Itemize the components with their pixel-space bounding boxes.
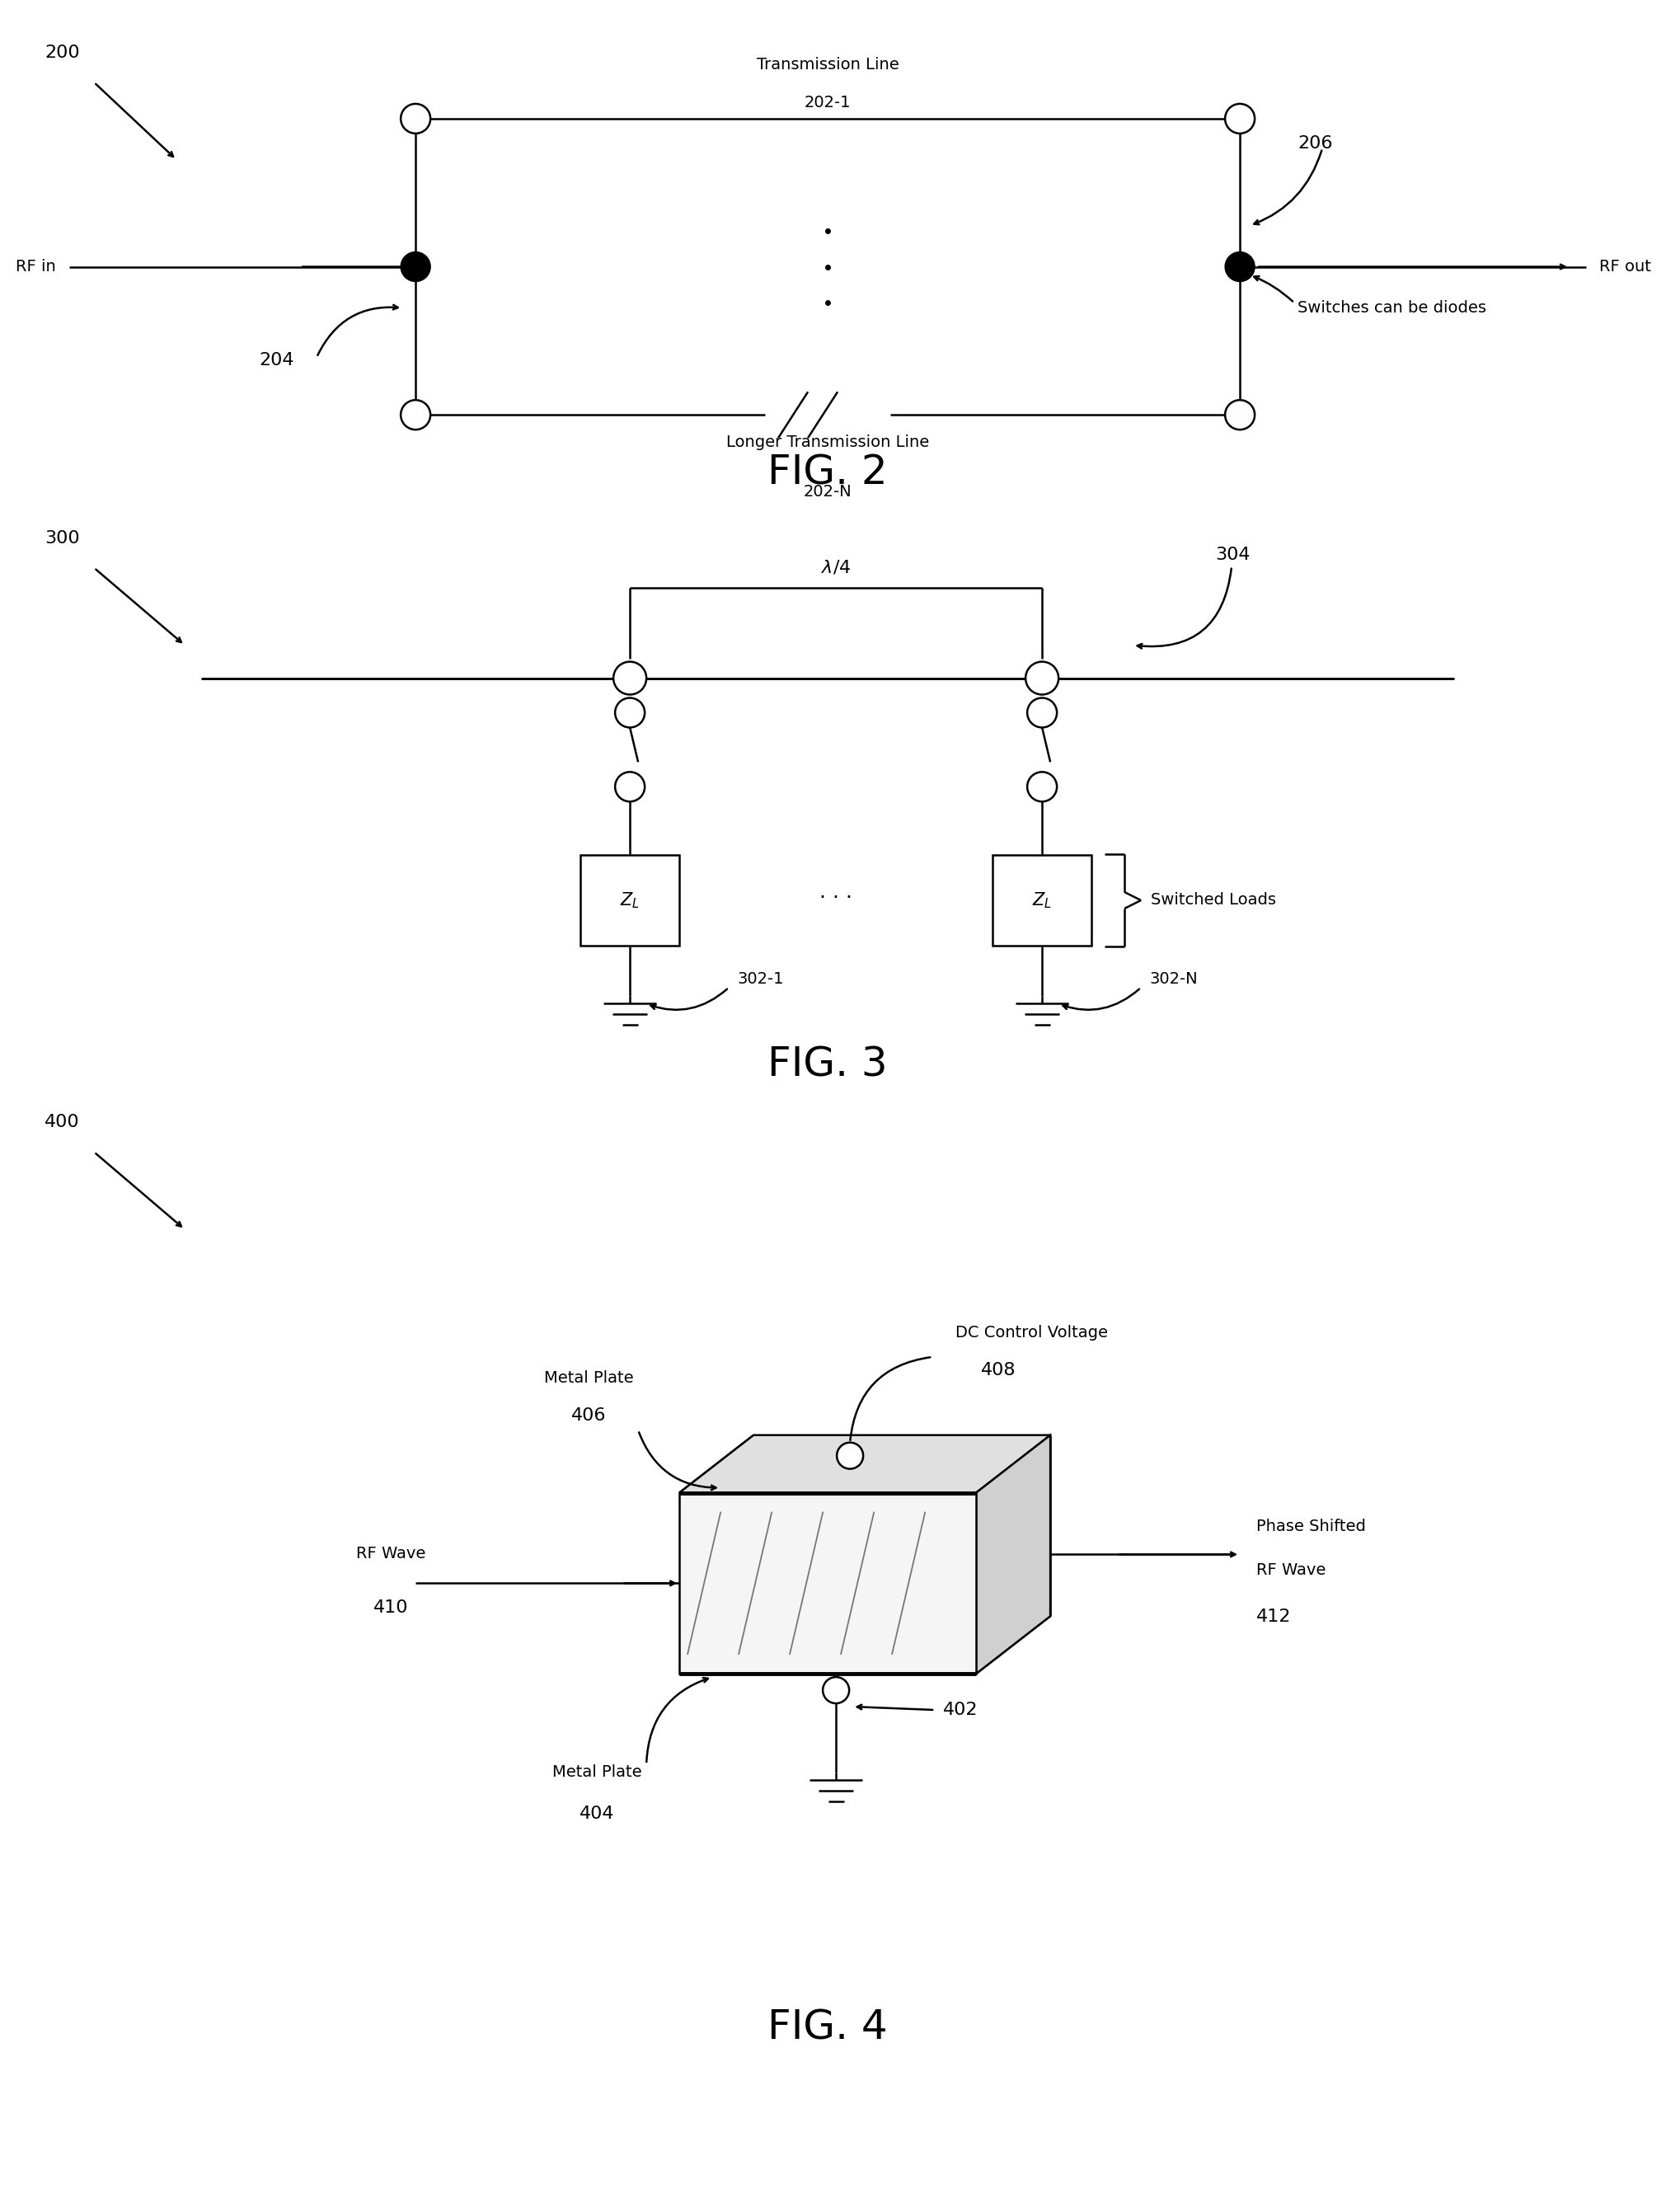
Circle shape bbox=[1225, 252, 1254, 281]
Text: 200: 200 bbox=[45, 44, 80, 62]
Text: 304: 304 bbox=[1215, 546, 1250, 564]
Text: 302-1: 302-1 bbox=[736, 971, 783, 987]
Text: 302-N: 302-N bbox=[1150, 971, 1198, 987]
Text: FIG. 3: FIG. 3 bbox=[768, 1044, 888, 1084]
Text: Metal Plate: Metal Plate bbox=[543, 1369, 633, 1385]
Text: $Z_L$: $Z_L$ bbox=[620, 891, 640, 909]
Circle shape bbox=[615, 699, 645, 728]
Circle shape bbox=[823, 1677, 850, 1703]
Circle shape bbox=[402, 252, 430, 281]
Text: 404: 404 bbox=[580, 1805, 615, 1823]
Text: 202-1: 202-1 bbox=[805, 95, 851, 111]
Text: Phase Shifted: Phase Shifted bbox=[1256, 1520, 1366, 1535]
Bar bbox=[580, 856, 680, 945]
Text: FIG. 4: FIG. 4 bbox=[768, 2008, 888, 2048]
Text: Longer Transmission Line: Longer Transmission Line bbox=[726, 434, 930, 451]
Text: 400: 400 bbox=[45, 1115, 80, 1130]
Text: Switches can be diodes: Switches can be diodes bbox=[1298, 301, 1486, 316]
Text: 202-N: 202-N bbox=[803, 484, 851, 500]
Circle shape bbox=[1028, 699, 1056, 728]
Text: DC Control Voltage: DC Control Voltage bbox=[955, 1325, 1108, 1340]
Polygon shape bbox=[680, 1436, 1050, 1493]
Bar bbox=[680, 1493, 976, 1674]
Circle shape bbox=[836, 1442, 863, 1469]
Text: 412: 412 bbox=[1256, 1608, 1291, 1626]
Text: RF in: RF in bbox=[17, 259, 57, 274]
Circle shape bbox=[402, 400, 430, 429]
Text: 204: 204 bbox=[258, 352, 293, 369]
Circle shape bbox=[613, 661, 646, 695]
Text: . . .: . . . bbox=[820, 883, 853, 902]
Text: RF out: RF out bbox=[1599, 259, 1651, 274]
Text: Metal Plate: Metal Plate bbox=[551, 1765, 641, 1781]
Text: 410: 410 bbox=[373, 1599, 408, 1617]
Circle shape bbox=[1225, 400, 1254, 429]
Polygon shape bbox=[976, 1436, 1050, 1674]
Text: 402: 402 bbox=[943, 1701, 978, 1719]
Text: $Z_L$: $Z_L$ bbox=[1033, 891, 1051, 909]
Text: Transmission Line: Transmission Line bbox=[756, 58, 900, 73]
Circle shape bbox=[1028, 772, 1056, 801]
Circle shape bbox=[402, 104, 430, 133]
Text: 206: 206 bbox=[1298, 135, 1333, 153]
Text: RF Wave: RF Wave bbox=[357, 1546, 425, 1562]
Text: Switched Loads: Switched Loads bbox=[1151, 891, 1276, 909]
Text: 408: 408 bbox=[981, 1363, 1016, 1378]
Text: 300: 300 bbox=[45, 531, 80, 546]
Circle shape bbox=[1225, 104, 1254, 133]
Text: $\lambda$/4: $\lambda$/4 bbox=[821, 560, 851, 575]
Circle shape bbox=[615, 772, 645, 801]
Text: FIG. 2: FIG. 2 bbox=[768, 453, 888, 493]
Text: 406: 406 bbox=[571, 1407, 606, 1425]
Text: RF Wave: RF Wave bbox=[1256, 1562, 1326, 1579]
Circle shape bbox=[1026, 661, 1058, 695]
Bar bbox=[993, 856, 1091, 945]
